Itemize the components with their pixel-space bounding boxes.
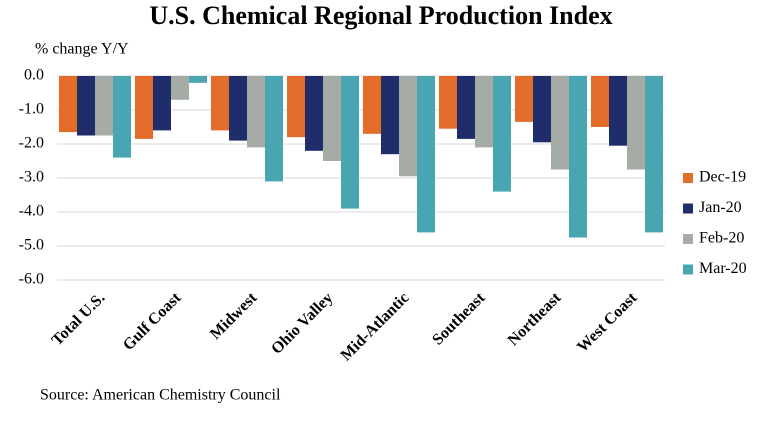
legend-label: Dec-19	[699, 169, 746, 186]
bar	[457, 76, 475, 139]
x-tick-label: Midwest	[207, 289, 261, 343]
y-tick-label: -4.0	[19, 203, 44, 220]
legend-label: Mar-20	[699, 260, 747, 277]
x-tick-label: Ohio Valley	[268, 289, 336, 357]
bar	[153, 76, 171, 131]
bar	[113, 76, 131, 158]
bar	[247, 76, 265, 148]
bar	[627, 76, 645, 170]
bar	[417, 76, 435, 233]
bar	[323, 76, 341, 161]
y-tick-label: -5.0	[19, 237, 44, 254]
bar	[645, 76, 663, 233]
legend-label: Feb-20	[699, 230, 744, 247]
bar	[59, 76, 77, 133]
x-tick-label: Mid-Atlantic	[338, 289, 413, 364]
bar	[569, 76, 587, 238]
bar	[515, 76, 533, 122]
y-tick-label: 0.0	[24, 67, 44, 84]
bar	[363, 76, 381, 134]
x-tick-label: Gulf Coast	[120, 289, 185, 354]
x-tick-label: West Coast	[574, 289, 641, 356]
bar	[305, 76, 323, 151]
bar	[287, 76, 305, 138]
bar	[265, 76, 283, 182]
bar	[609, 76, 627, 146]
source: Source: American Chemistry Council	[40, 387, 281, 404]
bar	[341, 76, 359, 209]
y-axis-label: % change Y/Y	[35, 41, 129, 58]
y-tick-label: -1.0	[19, 101, 44, 118]
bar	[229, 76, 247, 141]
bar	[171, 76, 189, 100]
x-tick-label: Total U.S.	[49, 289, 109, 349]
legend-label: Jan-20	[699, 199, 742, 216]
bar	[135, 76, 153, 139]
y-tick-label: -2.0	[19, 135, 44, 152]
x-tick-label: Southeast	[429, 289, 489, 349]
bar	[211, 76, 229, 131]
bar	[77, 76, 95, 136]
bar	[551, 76, 569, 170]
bar	[475, 76, 493, 148]
bar	[189, 76, 207, 83]
x-tick-label: Northeast	[505, 289, 565, 349]
bar	[493, 76, 511, 192]
legend-swatch	[683, 234, 693, 244]
bar	[533, 76, 551, 143]
chart-title: U.S. Chemical Regional Production Index	[149, 1, 612, 30]
bar	[399, 76, 417, 177]
bar	[381, 76, 399, 155]
y-tick-label: -6.0	[19, 271, 44, 288]
bar	[591, 76, 609, 127]
bar	[95, 76, 113, 136]
legend-swatch	[683, 173, 693, 183]
legend-swatch	[683, 203, 693, 214]
bar	[439, 76, 457, 129]
legend-swatch	[683, 264, 693, 275]
y-tick-label: -3.0	[19, 169, 44, 186]
